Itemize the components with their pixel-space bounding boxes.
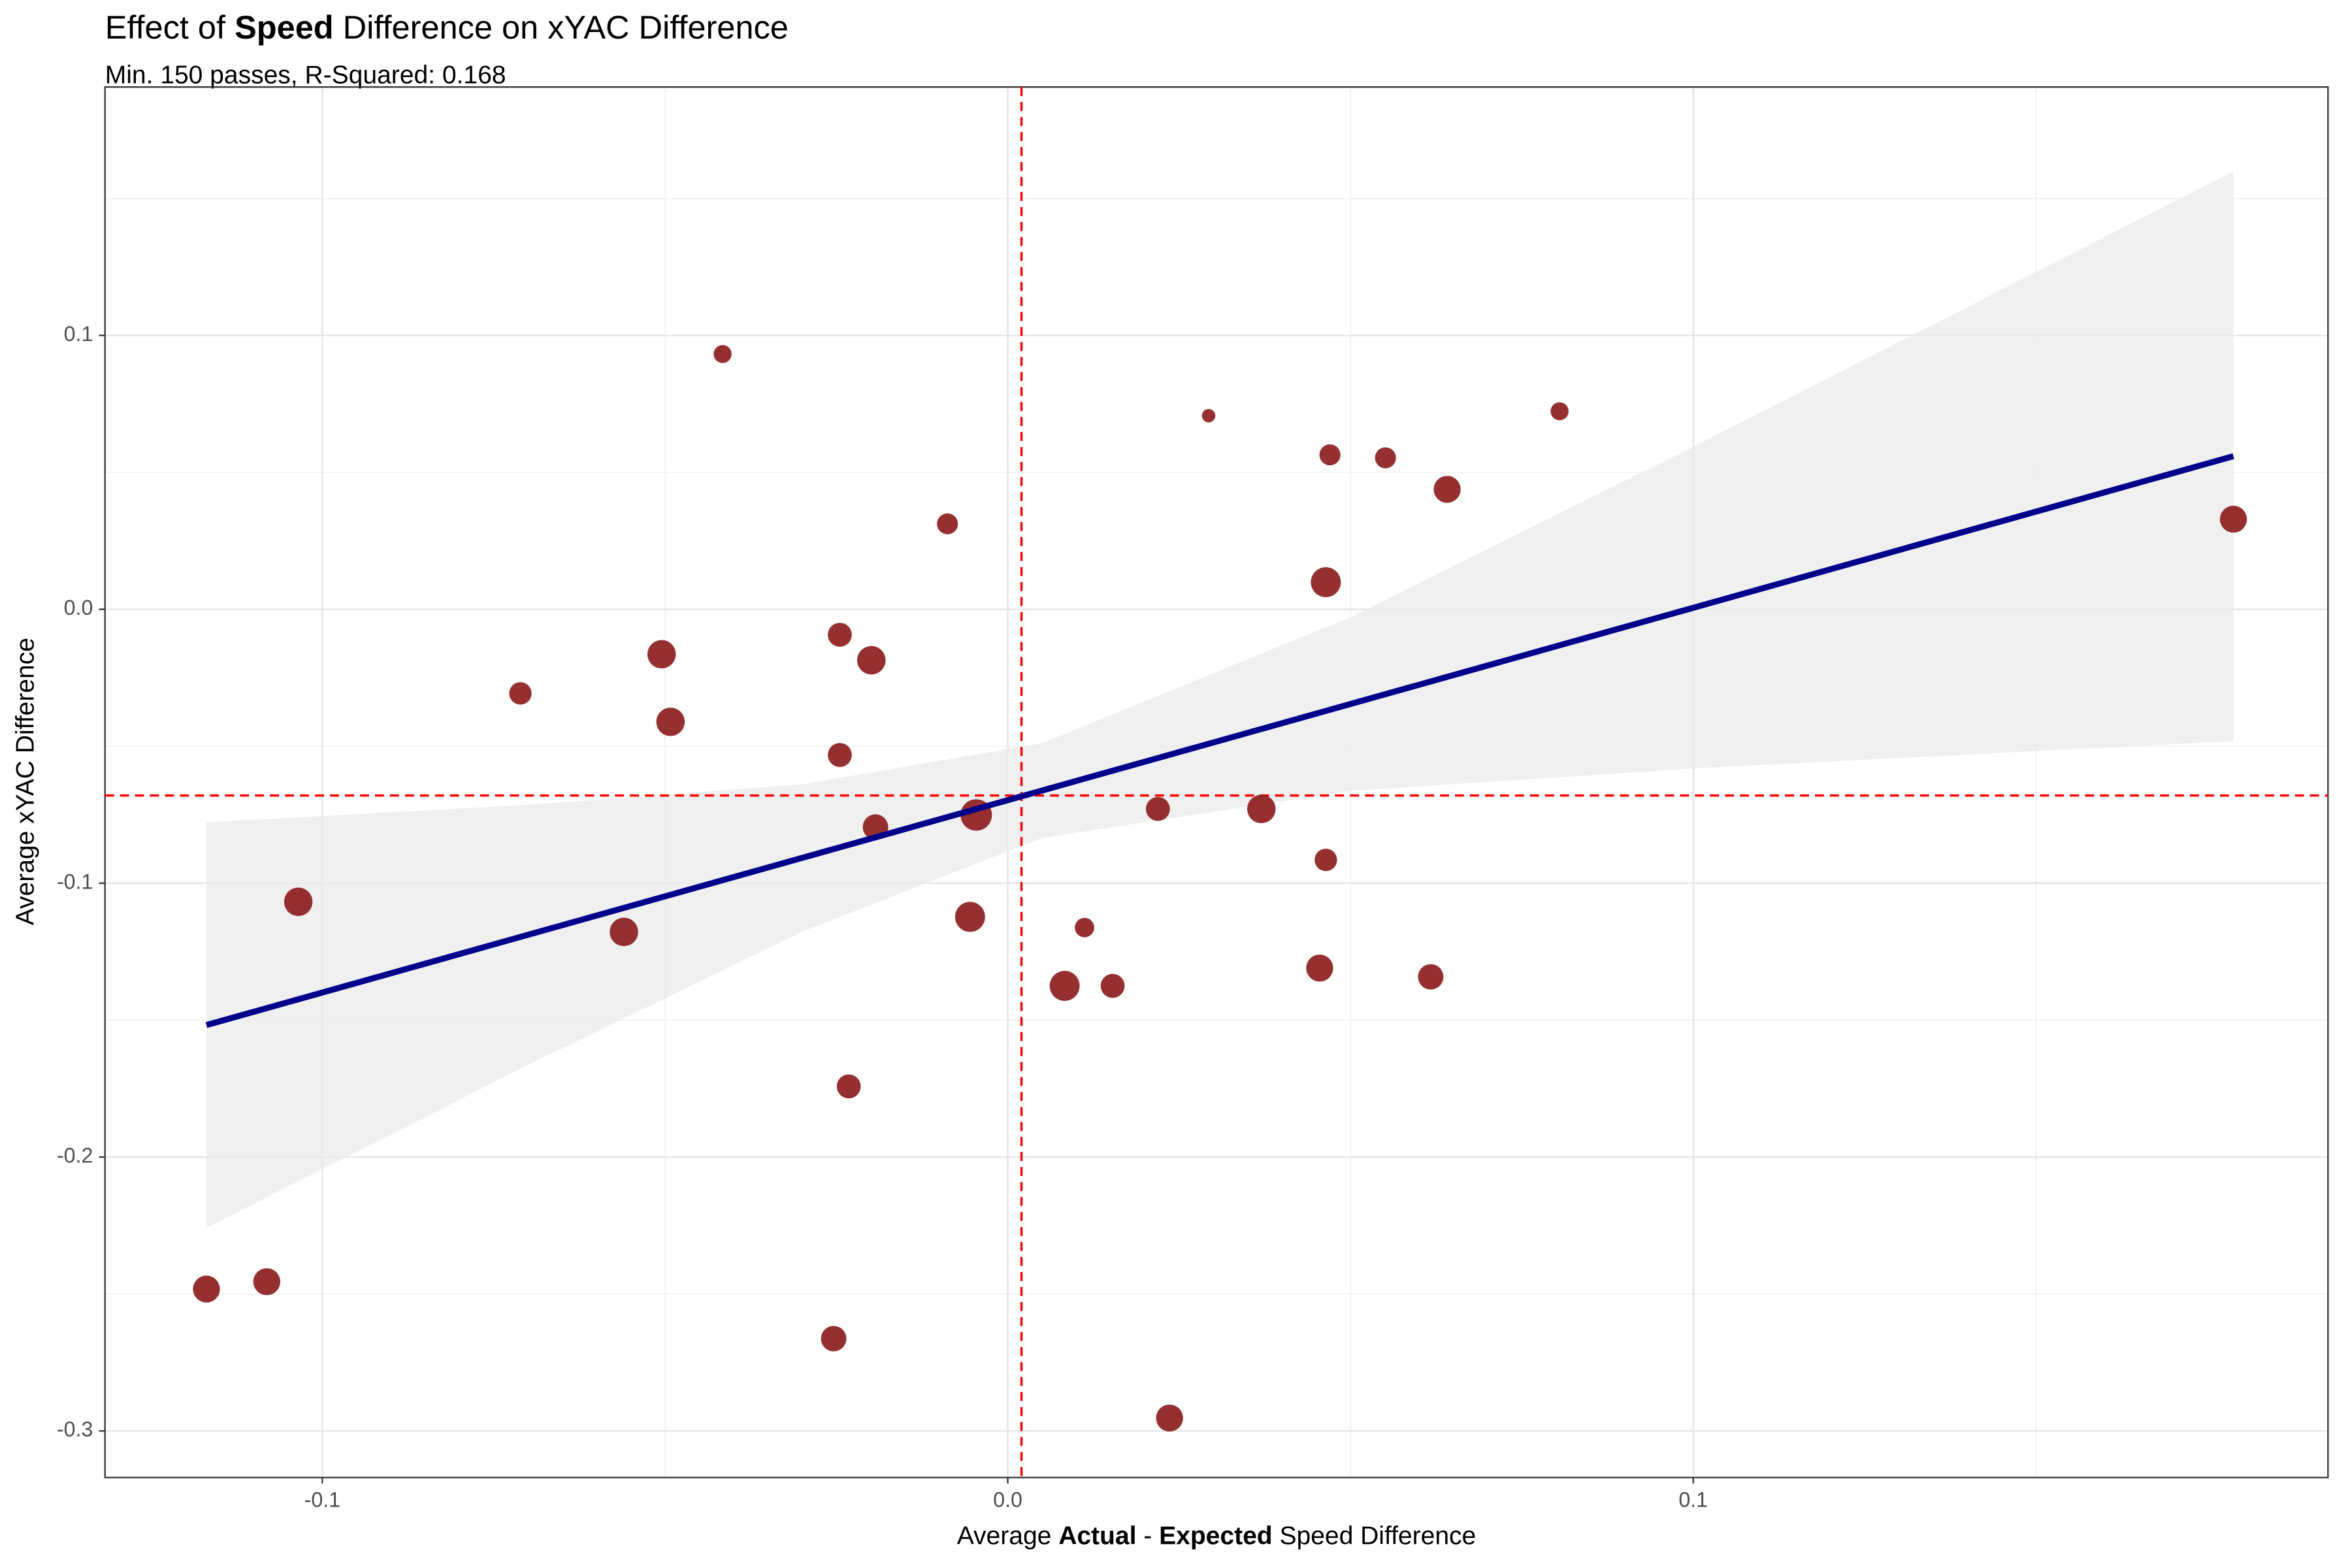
point bbox=[2219, 506, 2247, 533]
text-part: - bbox=[1136, 1522, 1159, 1550]
point bbox=[1550, 402, 1569, 421]
text-part: Average bbox=[957, 1522, 1058, 1550]
point bbox=[656, 708, 685, 736]
text-part: Speed bbox=[235, 8, 334, 46]
plot-area: -0.1 0.0 0.1 -0.3 -0.2 -0.1 0.0 0.1 bbox=[57, 86, 2329, 1512]
point bbox=[1049, 971, 1080, 1001]
point bbox=[253, 1268, 280, 1296]
point bbox=[1156, 1404, 1183, 1432]
y-tick-label: 0.0 bbox=[64, 596, 93, 619]
y-axis-title: Average xYAC Difference bbox=[12, 638, 40, 925]
point bbox=[1433, 476, 1461, 503]
text-part: Speed Difference bbox=[1273, 1522, 1477, 1550]
x-tick-label: 0.1 bbox=[1678, 1488, 1708, 1512]
point bbox=[1075, 917, 1094, 938]
point bbox=[509, 682, 532, 705]
point bbox=[828, 623, 852, 647]
point bbox=[1247, 794, 1276, 823]
plot-border bbox=[104, 86, 2329, 1478]
point bbox=[857, 645, 886, 675]
point bbox=[836, 1074, 861, 1099]
confidence-band bbox=[206, 171, 2234, 1228]
point bbox=[828, 743, 852, 767]
point bbox=[821, 1326, 847, 1352]
y-tick-label: 0.1 bbox=[64, 322, 93, 346]
point bbox=[1418, 964, 1444, 990]
point bbox=[193, 1275, 220, 1303]
x-tick-label: -0.1 bbox=[304, 1488, 340, 1512]
y-tick-label: -0.1 bbox=[57, 870, 93, 893]
point bbox=[937, 513, 958, 534]
point bbox=[1201, 408, 1216, 423]
point bbox=[1311, 567, 1341, 598]
x-axis-title: Average Actual - Expected Speed Differen… bbox=[957, 1522, 1476, 1550]
point bbox=[713, 345, 732, 363]
chart-subtitle: Min. 150 passes, R-Squared: 0.168 bbox=[105, 61, 506, 89]
point bbox=[610, 917, 638, 947]
text-part: Difference on xYAC Difference bbox=[334, 8, 789, 46]
point bbox=[1375, 447, 1396, 468]
point bbox=[1145, 796, 1170, 821]
chart-title: Effect of Speed Difference on xYAC Diffe… bbox=[105, 8, 789, 46]
text-part: Actual bbox=[1058, 1522, 1136, 1550]
point bbox=[1319, 444, 1341, 466]
point bbox=[1306, 955, 1333, 982]
point bbox=[1315, 848, 1337, 872]
point bbox=[955, 902, 985, 932]
point bbox=[284, 887, 313, 917]
regression-line bbox=[205, 453, 2234, 1028]
y-tick-label: -0.3 bbox=[57, 1418, 93, 1441]
y-tick-label: -0.2 bbox=[57, 1143, 93, 1167]
text-part: Effect of bbox=[105, 8, 235, 46]
text-part: Expected bbox=[1159, 1522, 1272, 1550]
x-tick-label: 0.0 bbox=[993, 1488, 1022, 1512]
point bbox=[1100, 973, 1125, 998]
point bbox=[647, 640, 676, 669]
